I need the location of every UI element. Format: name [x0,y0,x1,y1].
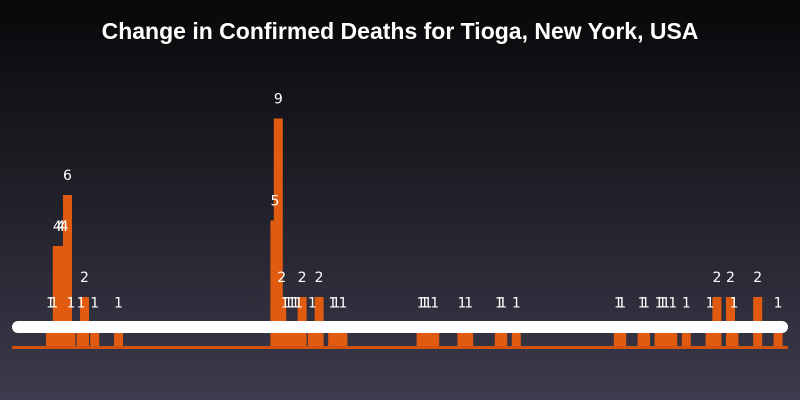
bar [729,322,739,348]
bar [90,322,100,348]
bar-value-label: 1 [281,296,290,312]
bar-value-label: 1 [464,296,473,312]
bar [641,322,650,348]
bar-value-label: 1 [682,296,691,312]
bar-value-label: 2 [753,270,762,286]
bar-value-label: 1 [614,296,623,312]
bar-value-label: 1 [328,296,337,312]
bar-value-label: 2 [712,270,721,286]
bar-value-label: 2 [298,270,307,286]
bar-value-label: 2 [277,270,286,286]
bar-value-label: 1 [66,296,75,312]
bar-value-label: 5 [270,194,279,210]
bar [661,322,671,348]
bar-value-label: 1 [417,296,426,312]
bar-value-label: 1 [668,296,677,312]
bar [423,322,433,348]
bar [498,322,508,348]
bar-value-label: 1 [77,296,86,312]
bar-value-label: 1 [430,296,439,312]
bar-value-label: 1 [498,296,507,312]
bar-value-label: 1 [287,296,296,312]
bar [457,322,467,348]
bar-value-label: 1 [338,296,347,312]
bar [464,322,474,348]
bar [511,322,521,348]
bar-value-label: 1 [661,296,670,312]
bar-value-label: 1 [46,296,55,312]
bar [331,322,341,348]
bar [63,195,72,348]
bar-value-label: 1 [308,296,317,312]
bar-value-label: 1 [617,296,626,312]
bar [705,322,715,348]
bar [668,322,678,348]
bars-layer [46,118,783,348]
bar-value-label: 1 [729,296,738,312]
bar [617,322,627,348]
bar [307,322,317,348]
bar-value-label: 1 [638,296,647,312]
bar-value-label: 1 [294,296,303,312]
bar [338,322,348,348]
bar-value-label: 1 [658,296,667,312]
bar-value-label: 4 [56,219,65,235]
bar-value-label: 1 [291,296,300,312]
bar-value-label: 1 [512,296,521,312]
x-axis-baseline [12,346,788,349]
bar-value-label: 2 [726,270,735,286]
bar-value-label: 2 [315,270,324,286]
chart-title: Change in Confirmed Deaths for Tioga, Ne… [101,18,699,44]
bar-value-label: 1 [655,296,664,312]
bar-value-label: 1 [420,296,429,312]
bar [681,322,691,348]
bar-value-label: 1 [706,296,715,312]
x-axis-band [12,321,788,333]
bar-value-label: 4 [60,219,69,235]
bar-value-label: 4 [53,219,62,235]
bar [273,118,283,348]
bar-value-label: 1 [495,296,504,312]
bar-value-label: 1 [457,296,466,312]
bar-value-label: 1 [332,296,341,312]
bar [114,322,123,348]
bar-value-label: 2 [80,270,89,286]
bar-value-label: 1 [49,296,58,312]
bar-value-label: 9 [274,92,283,108]
bar [66,322,76,348]
bar-value-label: 1 [114,296,123,312]
bar-value-label: 1 [284,296,293,312]
bar-value-label: 1 [90,296,99,312]
bar [430,322,440,348]
bar-value-label: 6 [63,168,72,184]
bar-value-label: 1 [774,296,783,312]
bar [773,322,783,348]
bar-value-label: 1 [423,296,432,312]
bar-value-label: 1 [641,296,650,312]
